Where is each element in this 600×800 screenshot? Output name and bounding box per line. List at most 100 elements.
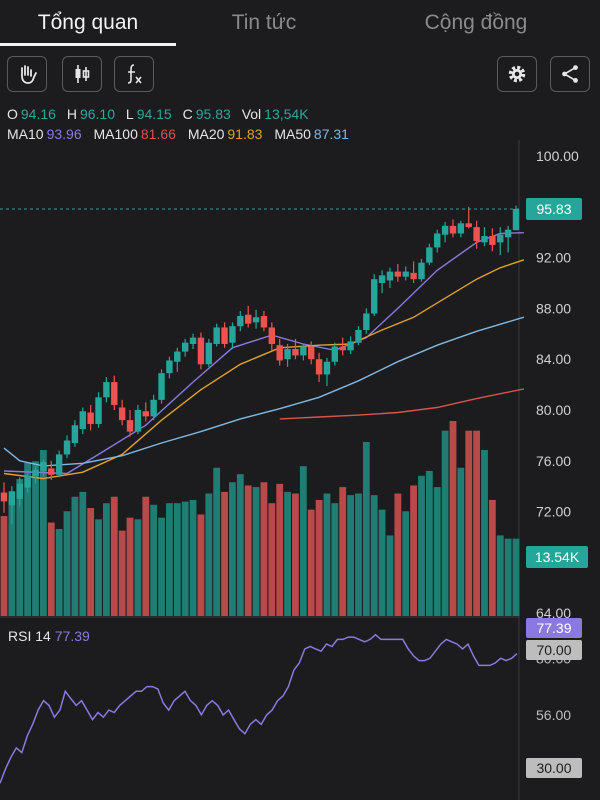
volume-bar	[16, 479, 24, 616]
candle	[71, 420, 79, 447]
indicator-function-button[interactable]	[114, 56, 154, 92]
price-tick-label: 64.00	[536, 605, 571, 621]
candle-body	[24, 476, 31, 488]
candle-body	[386, 271, 394, 281]
volume-bar	[87, 508, 95, 616]
draw-tool-button[interactable]	[7, 56, 47, 92]
volume-bar	[47, 522, 55, 616]
candle-body	[394, 271, 402, 277]
price-tick-label: 88.00	[536, 300, 571, 316]
candle	[237, 310, 244, 332]
volume-bar	[244, 485, 252, 616]
candle	[174, 347, 181, 372]
candle-body	[55, 454, 63, 475]
candle	[268, 322, 276, 351]
volume-bar	[347, 495, 354, 616]
candle-body	[497, 234, 504, 243]
volume-bar	[331, 503, 339, 616]
volume-label: Vol	[241, 106, 262, 122]
high-label: H	[66, 106, 77, 122]
volume-bar	[79, 491, 87, 616]
candle	[441, 222, 449, 243]
tab-community[interactable]: Cộng đồng	[424, 11, 528, 34]
candle	[260, 310, 268, 332]
candle	[0, 482, 8, 513]
volume-bar	[418, 475, 425, 616]
candle	[426, 243, 433, 266]
volume-bar	[229, 482, 236, 616]
volume-bar	[142, 496, 150, 616]
candle-body	[473, 227, 480, 242]
tab-news[interactable]: Tin tức	[231, 11, 297, 34]
volume-bar	[465, 430, 473, 616]
ma-legend-name: MA50	[274, 126, 311, 142]
candle	[308, 341, 315, 365]
rsi-legend: RSI 14 77.39	[8, 628, 90, 644]
active-tab-indicator	[0, 43, 176, 46]
candle-body	[363, 313, 370, 330]
volume-bar	[276, 483, 284, 616]
ma-line-ma20	[3, 259, 525, 480]
volume-bar	[402, 511, 410, 616]
volume-bar	[323, 493, 331, 616]
candle	[473, 220, 480, 249]
candle	[504, 225, 512, 253]
price-tick-label: 84.00	[536, 351, 571, 367]
volume-bar	[221, 491, 228, 616]
candle-body	[158, 373, 165, 400]
low-value: 94.15	[136, 106, 172, 122]
volume-bar	[260, 482, 268, 616]
candle-body	[276, 345, 283, 361]
share-button[interactable]	[550, 56, 590, 92]
candle	[118, 399, 126, 426]
candle	[103, 376, 110, 403]
candle-body	[237, 316, 244, 327]
candle-body	[481, 236, 488, 243]
candle	[221, 322, 228, 348]
candle-body	[174, 351, 181, 362]
ma-legend-value: 81.66	[140, 126, 176, 142]
ma-legend-value: 93.96	[46, 126, 82, 142]
candle-body	[268, 327, 276, 344]
volume-bar	[252, 487, 260, 616]
top-tab-bar: Tổng quan Tin tức Cộng đồng	[0, 0, 600, 46]
candle-body	[111, 382, 118, 405]
candle-body	[378, 275, 386, 283]
candle-body	[118, 407, 126, 421]
candle	[95, 392, 102, 428]
volume-bar	[473, 430, 481, 616]
candle	[213, 323, 220, 347]
rsi-value: 77.39	[54, 628, 90, 644]
open-label: O	[7, 106, 18, 122]
price-tick-label: 72.00	[536, 504, 571, 520]
volume-bar	[315, 499, 323, 616]
candle	[40, 459, 47, 477]
candle	[410, 261, 417, 283]
volume-bar	[181, 501, 189, 616]
volume-bar	[307, 509, 315, 616]
candle	[434, 229, 441, 253]
volume-bar	[150, 504, 158, 616]
candle-body	[323, 361, 331, 375]
settings-gear-icon	[508, 65, 526, 83]
volume-bar	[126, 517, 134, 616]
volume-bar	[103, 503, 110, 616]
volume-bar	[0, 516, 8, 616]
chart-settings-button[interactable]	[497, 56, 537, 92]
candle-body	[315, 359, 323, 375]
ohlc-readout: O 94.16 H 96.10 L 94.15 C 95.83 Vol 13,54K	[7, 106, 316, 122]
candle-body	[418, 262, 425, 280]
ma-line-ma100	[279, 388, 525, 420]
rsi-upper-level-label: 70.00	[536, 642, 571, 658]
volume-bar	[205, 493, 213, 616]
candle-body	[71, 425, 79, 444]
chart-type-button[interactable]	[62, 56, 102, 92]
candle	[111, 375, 118, 410]
volume-bar	[292, 493, 299, 616]
ma-legend-value: 91.83	[227, 126, 263, 142]
volume-bar	[394, 493, 402, 616]
candle	[16, 477, 23, 507]
rsi-lower-level-label: 30.00	[536, 760, 571, 776]
tab-overview[interactable]: Tổng quan	[37, 11, 139, 34]
